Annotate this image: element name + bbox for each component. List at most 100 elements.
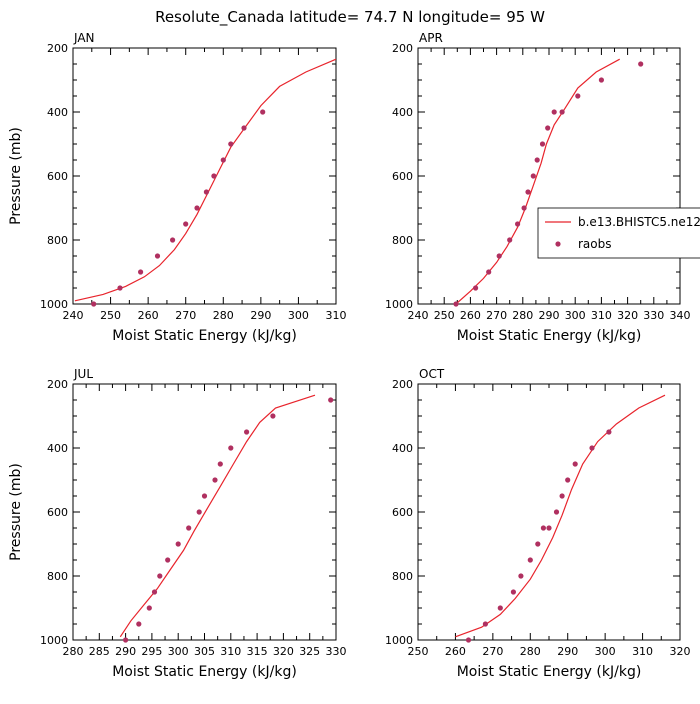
x-tick-label: 250: [408, 645, 429, 658]
x-tick-label: 280: [520, 645, 541, 658]
y-tick-label: 1000: [385, 634, 413, 647]
x-tick-label: 280: [63, 645, 84, 658]
raobs-point: [183, 221, 189, 227]
y-tick-label: 200: [392, 378, 413, 391]
raobs-point: [497, 605, 503, 611]
raobs-point: [228, 141, 234, 147]
raobs-point: [91, 301, 97, 307]
raobs-point: [559, 109, 565, 115]
raobs-point: [138, 269, 144, 275]
model-series-line: [455, 58, 620, 304]
raobs-point: [473, 285, 479, 291]
y-tick-label: 800: [47, 570, 68, 583]
raobs-point: [117, 285, 123, 291]
raobs-point: [518, 573, 524, 579]
x-tick-label: 285: [89, 645, 110, 658]
panel-jan: 240 250 260 270 280 290 300 310 200 400 600 800 1000…: [8, 31, 347, 344]
raobs-point: [521, 205, 527, 211]
plot-frame: [417, 47, 681, 305]
legend: b.e13.BHISTC5.ne12 raobs: [537, 207, 700, 259]
raobs-point: [201, 493, 208, 499]
raobs-point: [260, 109, 266, 115]
panel-label: JAN: [73, 31, 95, 45]
panel-jul: 280 285 290 295 300 305 310 315 320 325 330 200 400 6…: [8, 367, 347, 680]
raobs-point: [606, 429, 612, 435]
model-series-line: [119, 394, 316, 638]
raobs-point: [194, 205, 200, 211]
x-tick-label: 300: [288, 309, 309, 322]
x-tick-label: 280: [512, 309, 533, 322]
x-tick-label: 290: [250, 309, 271, 322]
x-tick-label: 300: [565, 309, 586, 322]
y-tick-label: 200: [392, 42, 413, 55]
x-tick-label: 280: [213, 309, 234, 322]
raobs-point: [486, 269, 492, 275]
raobs-point: [328, 397, 334, 403]
panel-oct: 250 260 270 280 290 300 310 320 200 400 600 800 1000…: [385, 367, 691, 680]
raobs-point: [212, 477, 218, 483]
y-axis-label: Pressure (mb): [8, 127, 24, 225]
raobs-point: [525, 189, 531, 195]
raobs-point: [575, 93, 581, 99]
y-tick-label: 800: [392, 234, 413, 247]
raobs-point: [565, 477, 571, 483]
y-tick-label: 1000: [385, 298, 413, 311]
y-tick-label: 400: [392, 442, 413, 455]
x-tick-label: 310: [326, 309, 347, 322]
panel-apr: 240 250 260 270 280 290 300 310 320 330 340 200 400 6…: [385, 31, 691, 344]
x-tick-label: 310: [632, 645, 653, 658]
raobs-point: [211, 173, 217, 179]
x-tick-label: 315: [247, 645, 268, 658]
raobs-point: [507, 237, 513, 243]
x-tick-label: 320: [617, 309, 638, 322]
raobs-point: [515, 221, 521, 227]
raobs-point: [175, 541, 181, 547]
x-tick-label: 240: [408, 309, 429, 322]
raobs-point: [241, 125, 247, 131]
model-series-line: [74, 58, 336, 302]
y-tick-label: 600: [47, 506, 68, 519]
x-tick-label: 300: [595, 645, 616, 658]
raobs-point: [553, 509, 560, 515]
x-tick-label: 300: [168, 645, 189, 658]
raobs-point: [220, 157, 226, 163]
raobs-point: [598, 77, 605, 83]
raobs-point: [527, 557, 533, 563]
x-tick-label: 310: [220, 645, 241, 658]
y-tick-label: 400: [47, 106, 68, 119]
y-tick-label: 200: [47, 378, 68, 391]
raobs-point: [151, 589, 158, 595]
raobs-point: [453, 301, 459, 307]
raobs-point: [559, 493, 565, 499]
raobs-point: [165, 557, 171, 563]
x-tick-label: 260: [138, 309, 159, 322]
panels: 240 250 260 270 280 290 300 310 200 400 600 800 1000…: [8, 31, 691, 680]
legend-entry-label: b.e13.BHISTC5.ne12: [578, 215, 700, 229]
x-tick-label: 325: [299, 645, 320, 658]
raobs-point: [496, 253, 502, 259]
x-tick-label: 290: [115, 645, 136, 658]
raobs-point: [244, 429, 250, 435]
x-tick-label: 320: [670, 645, 691, 658]
raobs-point: [217, 461, 223, 467]
x-tick-label: 270: [175, 309, 196, 322]
raobs-point: [123, 637, 129, 643]
figure-title: Resolute_Canada latitude= 74.7 N longitu…: [155, 8, 545, 27]
raobs-point: [534, 157, 540, 163]
x-axis-label: Moist Static Energy (kJ/kg): [112, 664, 297, 680]
legend-entry-label: raobs: [578, 237, 612, 251]
y-tick-label: 1000: [40, 298, 68, 311]
y-tick-label: 800: [47, 234, 68, 247]
y-tick-label: 1000: [40, 634, 68, 647]
y-tick-label: 800: [392, 570, 413, 583]
plot-frame: [72, 47, 337, 305]
x-axis-label: Moist Static Energy (kJ/kg): [457, 328, 642, 344]
x-tick-label: 340: [670, 309, 691, 322]
x-tick-label: 260: [445, 645, 466, 658]
raobs-point: [540, 525, 547, 531]
raobs-point: [545, 125, 551, 131]
x-tick-label: 240: [63, 309, 84, 322]
x-tick-label: 260: [460, 309, 481, 322]
panel-label: APR: [419, 31, 443, 45]
